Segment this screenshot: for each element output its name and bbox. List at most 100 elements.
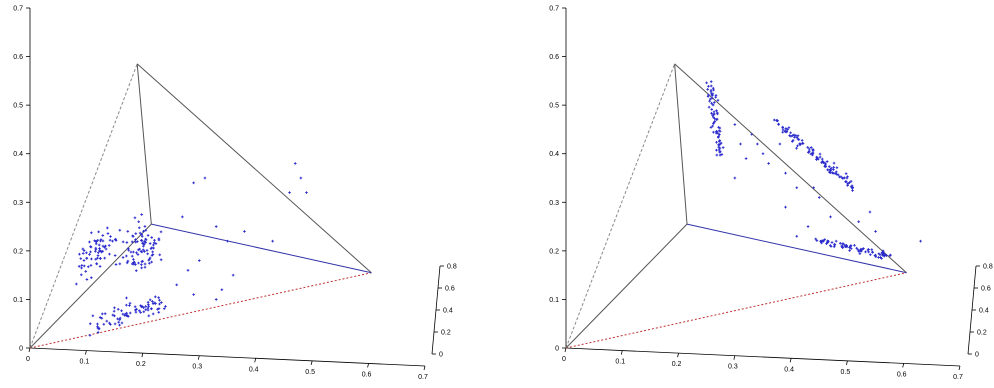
x-axis-line [29, 347, 426, 367]
data-point [75, 282, 77, 286]
data-point [89, 333, 91, 337]
data-point [778, 122, 779, 126]
data-point [143, 250, 145, 253]
data-point [829, 244, 831, 247]
data-point [243, 230, 245, 233]
data-point [819, 152, 821, 156]
data-point [863, 247, 864, 250]
data-point [131, 254, 133, 258]
data-point [822, 160, 824, 163]
data-point [89, 253, 90, 256]
data-point [158, 311, 160, 314]
data-point [807, 146, 809, 149]
data-point [821, 240, 823, 243]
tetra-edge-inner-right [686, 223, 907, 274]
data-point [134, 308, 136, 312]
data-point [875, 255, 877, 259]
data-point [147, 301, 149, 304]
data-point [860, 249, 862, 253]
data-point [827, 241, 829, 244]
data-point [808, 150, 810, 154]
data-point [140, 263, 142, 266]
tetra-edge-apex-right [136, 63, 372, 274]
data-point [142, 244, 144, 248]
data-point [148, 305, 150, 308]
data-point [133, 262, 135, 266]
data-point [215, 225, 217, 228]
data-point [145, 228, 147, 232]
data-point [141, 233, 143, 236]
data-point [227, 239, 228, 243]
data-point [80, 273, 82, 277]
data-point [816, 156, 818, 160]
data-point [151, 236, 153, 239]
data-point [801, 139, 803, 142]
data-point [145, 241, 147, 244]
data-point [97, 322, 98, 326]
x-tick-label: 0.1 [615, 359, 625, 366]
data-point [83, 259, 85, 262]
data-point [127, 247, 129, 250]
data-point [826, 242, 827, 245]
data-point [878, 252, 880, 256]
data-point [839, 241, 841, 245]
data-point [193, 293, 195, 296]
data-point [798, 138, 800, 141]
data-point [713, 101, 715, 104]
data-point [711, 96, 713, 100]
data-point [717, 132, 719, 135]
data-point [812, 153, 813, 157]
data-point [105, 247, 107, 251]
data-point [849, 246, 850, 249]
data-point [122, 256, 124, 259]
data-point [837, 173, 839, 177]
data-point [89, 322, 91, 326]
data-point [98, 230, 100, 234]
data-point [154, 301, 156, 305]
data-point [709, 97, 711, 101]
data-point [160, 230, 162, 234]
tetra-edge-apex-inner [674, 63, 688, 225]
x-tick-label: 0.4 [784, 366, 794, 373]
data-point [96, 240, 97, 243]
data-point [85, 251, 87, 255]
x-tick-label: 0.5 [841, 369, 851, 376]
data-point [136, 251, 137, 255]
data-point [711, 101, 713, 105]
data-point [141, 239, 143, 242]
data-point [802, 141, 803, 145]
data-point [82, 247, 84, 251]
data-point [119, 316, 121, 320]
data-point [88, 240, 90, 244]
data-point [792, 139, 794, 142]
x-tick-label: 0 [26, 356, 30, 363]
x-tick [28, 347, 31, 353]
data-point [145, 308, 147, 311]
data-point [797, 134, 799, 138]
data-point [97, 238, 99, 242]
data-point [841, 176, 843, 180]
data-point [100, 238, 102, 241]
data-point [163, 307, 165, 310]
data-point [712, 130, 714, 134]
data-point [791, 140, 793, 143]
z-tick-label: 0.8 [447, 264, 457, 271]
tetra-edge-origin-inner [565, 223, 688, 349]
data-point [788, 126, 790, 129]
data-point [785, 127, 787, 130]
data-point [852, 189, 853, 192]
data-point [109, 323, 111, 326]
x-tick [141, 353, 144, 358]
data-point [109, 238, 111, 242]
data-point [142, 242, 144, 245]
data-point [793, 133, 795, 137]
data-point [135, 240, 137, 244]
data-point [136, 307, 138, 311]
data-point [152, 302, 154, 305]
data-point [722, 146, 724, 149]
data-point [839, 175, 841, 179]
data-point [160, 258, 162, 262]
z-tick-label: 0 [975, 352, 979, 359]
x-tick [367, 363, 369, 368]
data-point [849, 249, 851, 252]
